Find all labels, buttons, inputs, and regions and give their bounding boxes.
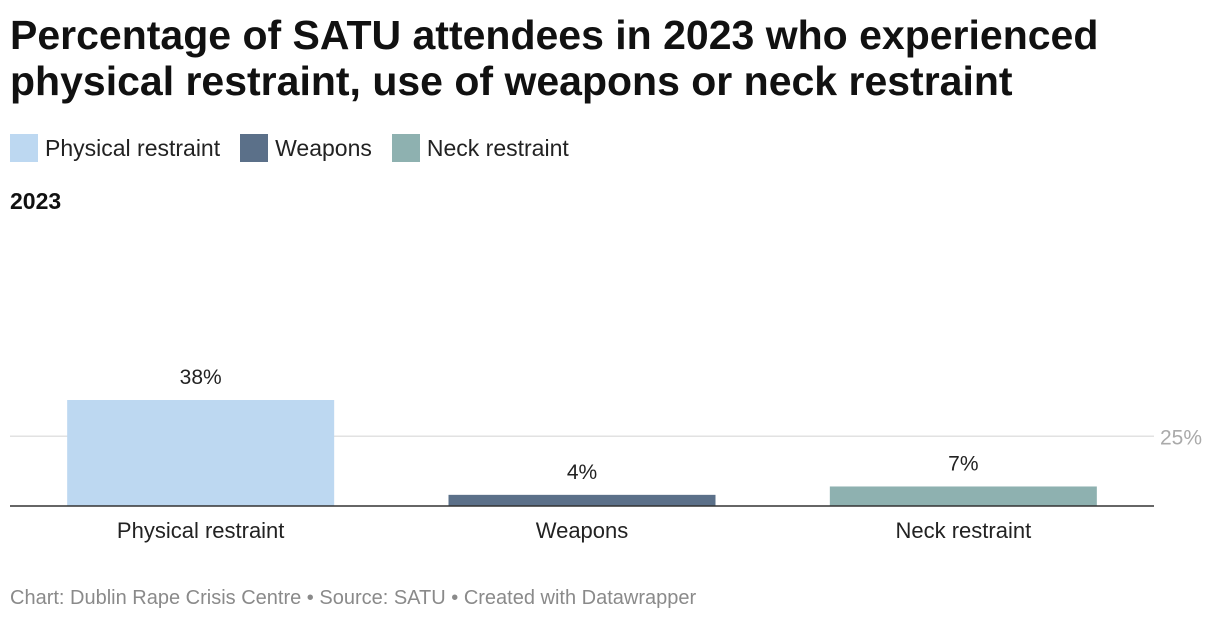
value-label-weapons: 4% xyxy=(567,461,597,484)
legend-label-weapons: Weapons xyxy=(275,134,372,161)
legend-swatch-weapons xyxy=(240,134,269,162)
legend-swatch-neck-restraint xyxy=(391,134,420,162)
legend-item-neck-restraint: Neck restraint xyxy=(391,134,569,162)
bar-neck-restraint xyxy=(829,486,1097,506)
chart-subtitle-year: 2023 xyxy=(10,188,62,214)
footer-credit: Chart: Dublin Rape Crisis Centre xyxy=(10,587,302,609)
value-label-neck-restraint: 7% xyxy=(948,452,978,475)
category-label-physical-restraint: Physical restraint xyxy=(117,518,285,543)
footer-separator-2: • xyxy=(445,587,464,609)
legend-label-physical-restraint: Physical restraint xyxy=(45,134,221,161)
legend-label-neck-restraint: Neck restraint xyxy=(426,134,569,161)
legend-item-physical-restraint: Physical restraint xyxy=(10,134,220,162)
chart-title: Percentage of SATU attendees in 2023 who… xyxy=(10,12,1099,104)
footer-tool: Created with Datawrapper xyxy=(463,587,697,609)
legend-item-weapons: Weapons xyxy=(240,134,372,162)
chart-footer: Chart: Dublin Rape Crisis Centre • Sourc… xyxy=(10,587,696,610)
category-label-neck-restraint: Neck restraint xyxy=(895,518,1031,543)
value-label-physical-restraint: 38% xyxy=(180,366,222,389)
footer-separator-1: • xyxy=(301,587,320,609)
gridline-label-25: 25% xyxy=(1160,426,1202,449)
category-label-weapons: Weapons xyxy=(536,518,629,543)
bar-weapons xyxy=(448,494,716,506)
bar-physical-restraint xyxy=(67,400,335,506)
footer-source: Source: SATU xyxy=(319,587,446,609)
legend: Physical restraint Weapons Neck restrain… xyxy=(10,134,589,162)
legend-swatch-physical-restraint xyxy=(10,134,38,162)
